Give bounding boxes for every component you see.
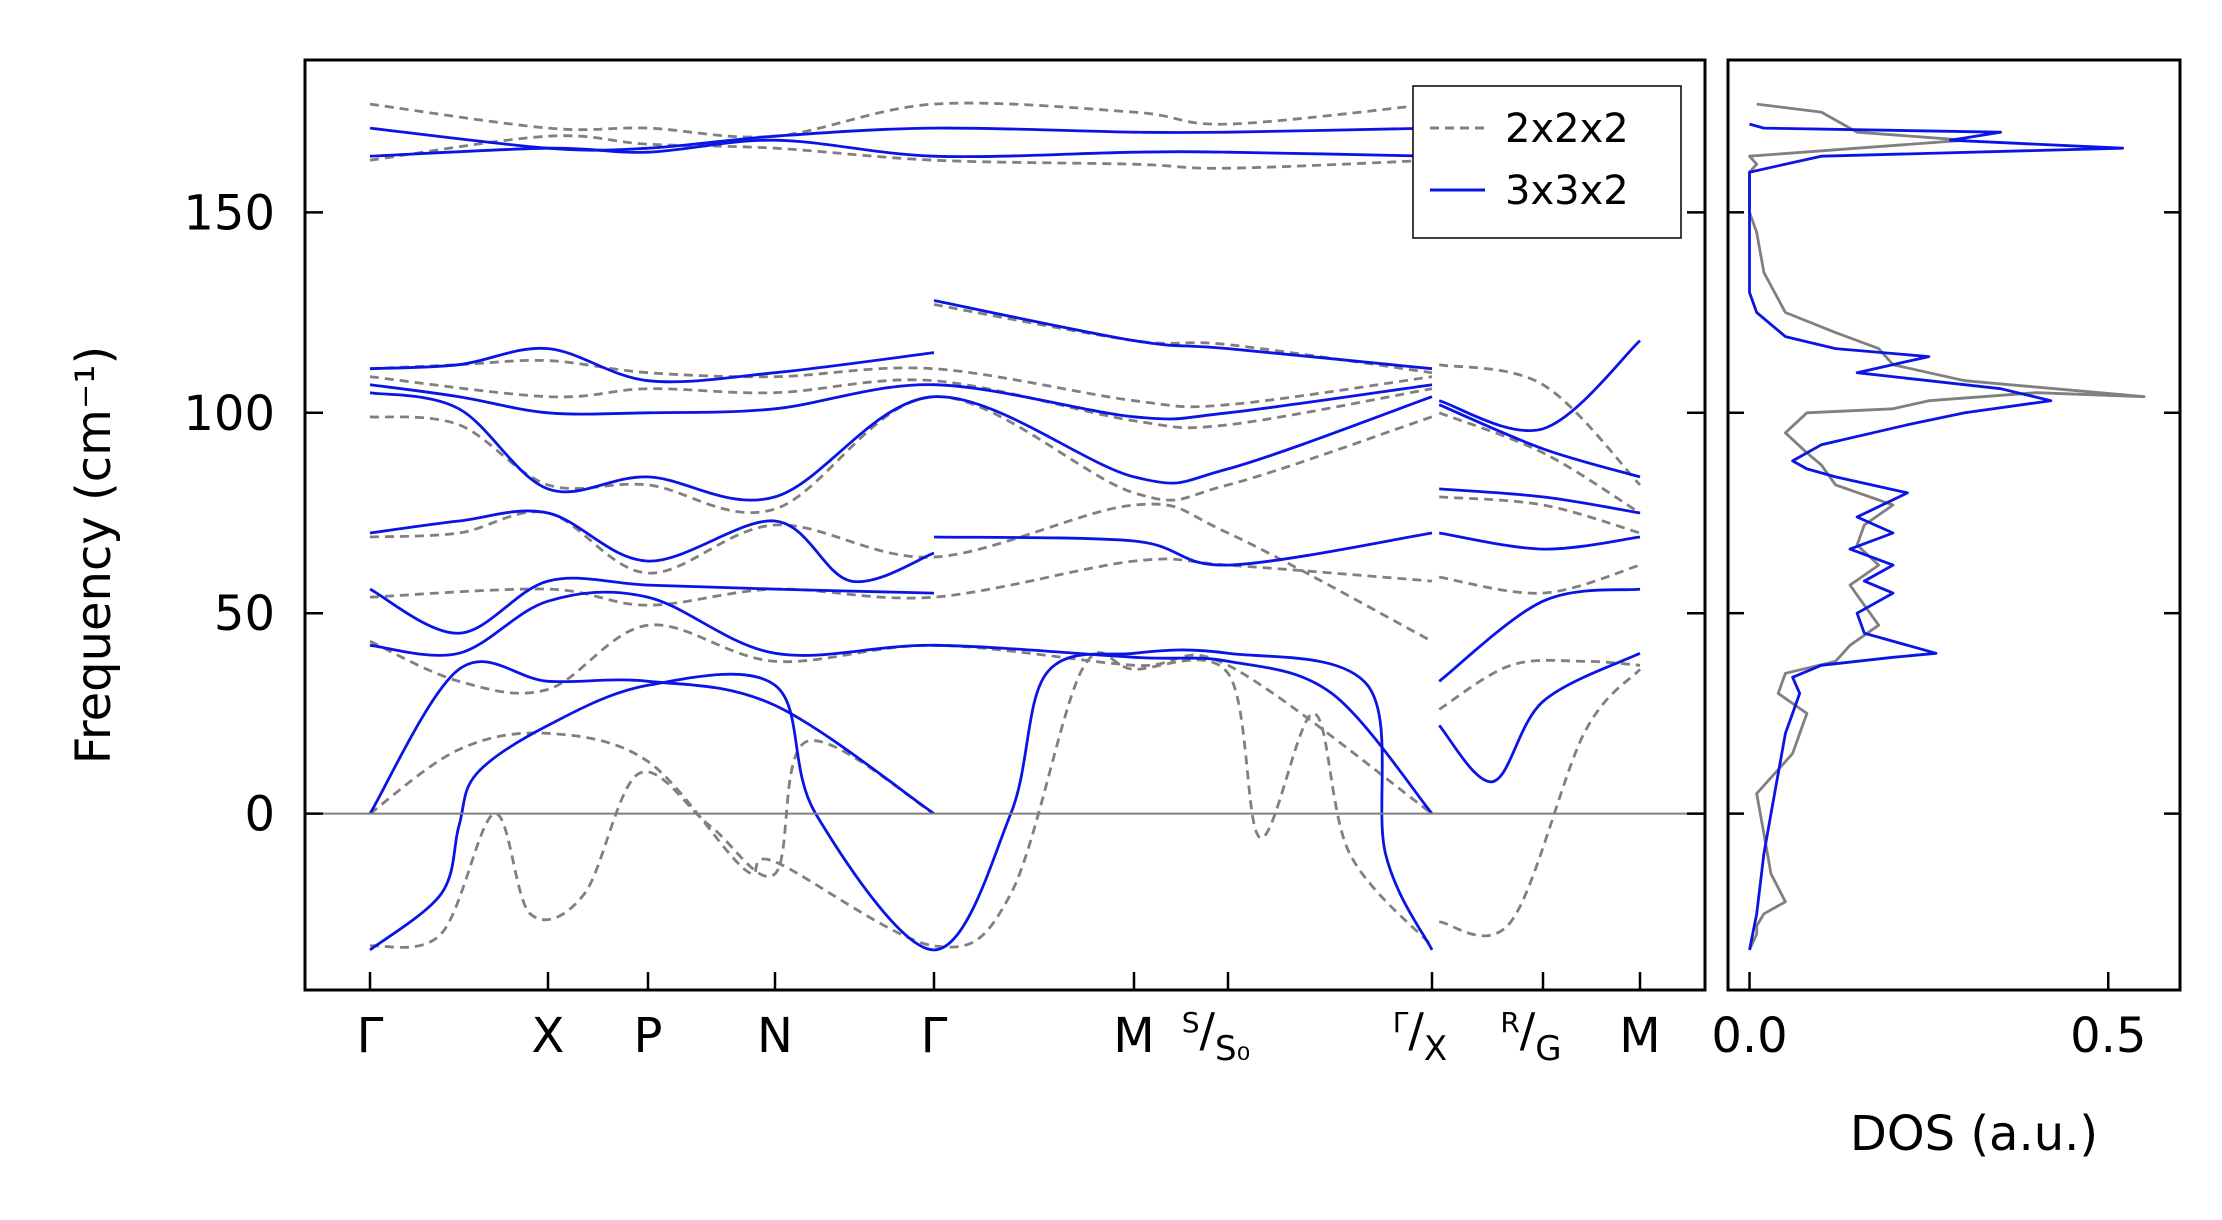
band-2x2x2-segment-4 — [369, 375, 1433, 430]
kpoint-ticks — [368, 972, 1642, 990]
legend: 2x2x2 3x3x2 — [1412, 85, 1682, 239]
band-2x2x2-segment-9 — [369, 651, 1434, 949]
kpoint-label-5: M — [1113, 1008, 1154, 1064]
legend-box — [1412, 85, 1682, 239]
band-plot-frame — [303, 58, 1707, 992]
band-3x3x2-segment-17 — [1438, 652, 1641, 784]
dos-line-3x3x2 — [1748, 122, 2124, 951]
band-3x3x2-segment-8 — [369, 576, 935, 635]
band-3x3x2-segment-2 — [933, 299, 1433, 371]
band-2x2x2-segment-1 — [369, 134, 1433, 170]
kpoint-labels: Γ X P N Γ M S/S₀ Γ/X R/G M — [357, 1003, 1661, 1069]
kpoint-label-6: S/S₀ — [1182, 1003, 1251, 1069]
band-2x2x2-segment-3 — [369, 358, 1433, 409]
band-3x3x2-segment-5 — [369, 391, 1433, 502]
kpoint-label-8: R/G — [1500, 1003, 1561, 1069]
dos-x-tick-label-0: 0.0 — [1711, 1008, 1787, 1064]
kpoint-label-1: X — [532, 1008, 565, 1064]
band-3x3x2-segment-0 — [369, 126, 1433, 152]
band-2x2x2-segment-15 — [1438, 658, 1641, 711]
legend-entry-3x3x2: 3x3x2 — [1505, 168, 1629, 214]
band-3x3x2-segment-12 — [1438, 339, 1641, 432]
band-3x3x2-segment-3 — [369, 346, 935, 384]
band-2x2x2-segment-14 — [1438, 563, 1641, 595]
y-tick-label-2: 100 — [183, 386, 275, 442]
band-2x2x2-segment-12 — [1438, 411, 1641, 515]
band-2x2x2-segment-16 — [1438, 668, 1642, 938]
y-tick-label-1: 50 — [214, 586, 275, 642]
kpoint-label-0: Γ — [357, 1008, 384, 1064]
band-lines — [368, 101, 1642, 952]
band-2x2x2-segment-7 — [369, 557, 1433, 607]
y-axis-label: Frequency (cm⁻¹) — [66, 346, 122, 764]
band-2x2x2-segment-8 — [369, 623, 1433, 815]
band-2x2x2-segment-11 — [1438, 363, 1642, 486]
band-3x3x2-segment-4 — [369, 383, 1433, 421]
band-3x3x2-segment-6 — [369, 509, 935, 584]
band-2x2x2-segment-13 — [1439, 495, 1641, 535]
band-3x3x2-segment-11 — [369, 648, 1434, 952]
kpoint-label-7: Γ/X — [1393, 1003, 1447, 1069]
y-axis-ticks: 0 50 100 150 — [183, 185, 1705, 843]
y-tick-label-3: 150 — [183, 185, 275, 241]
band-2x2x2-segment-5 — [369, 395, 1433, 514]
dos-panel: 0.0 0.5 DOS (a.u.) — [1711, 58, 2182, 1162]
kpoint-label-9: M — [1619, 1008, 1660, 1064]
dos-lines — [1748, 102, 2146, 951]
band-2x2x2-segment-10 — [369, 739, 935, 949]
band-3x3x2-segment-13 — [1438, 403, 1641, 479]
kpoint-label-3: N — [757, 1008, 793, 1064]
band-2x2x2-segment-6 — [369, 502, 1433, 643]
legend-entry-2x2x2: 2x2x2 — [1505, 106, 1629, 152]
band-3x3x2-segment-16 — [1438, 587, 1641, 683]
kpoint-label-2: P — [634, 1008, 663, 1064]
band-3x3x2-segment-10 — [368, 660, 935, 815]
kpoint-label-4: Γ — [921, 1008, 948, 1064]
band-3x3x2-segment-14 — [1439, 487, 1641, 515]
dos-x-tick-label-1: 0.5 — [2070, 1008, 2146, 1064]
dos-line-2x2x2 — [1748, 102, 2146, 951]
band-3x3x2-segment-15 — [1438, 531, 1641, 551]
band-3x3x2-segment-9 — [369, 590, 1434, 815]
band-2x2x2-segment-0 — [369, 101, 1433, 139]
y-tick-label-0: 0 — [244, 787, 275, 843]
band-3x3x2-segment-7 — [933, 531, 1433, 567]
dos-axis-ticks: 0.0 0.5 — [1711, 211, 2180, 1064]
band-panel: 0 50 100 150 Γ X P N Γ M S/S₀ Γ/X R/G M Frequency (c… — [66, 58, 1707, 1069]
dos-plot-frame — [1726, 58, 2182, 992]
dos-x-axis-label: DOS (a.u.) — [1850, 1106, 2098, 1162]
band-3x3x2-segment-1 — [369, 138, 1433, 159]
